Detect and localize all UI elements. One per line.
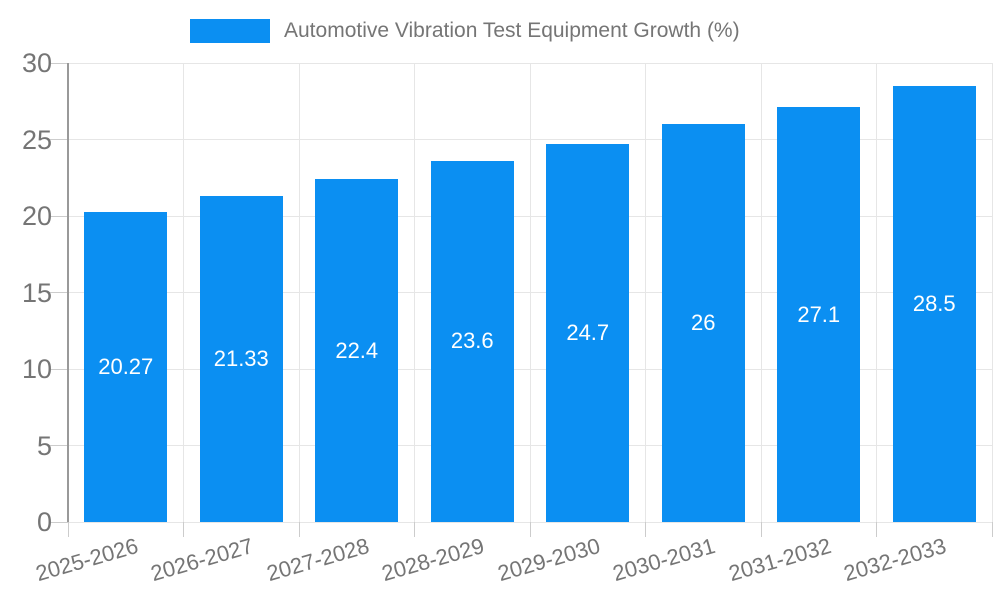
bar[interactable] <box>546 144 630 522</box>
bar-value-label: 27.1 <box>797 301 841 327</box>
x-tick <box>183 522 184 537</box>
y-tick-label: 0 <box>36 507 52 537</box>
y-tick-label: 20 <box>21 201 52 231</box>
bar[interactable] <box>892 85 976 522</box>
gridline-vertical <box>645 63 646 522</box>
x-tick <box>645 522 646 537</box>
x-tick <box>876 522 877 537</box>
bar-value-label: 23.6 <box>450 328 494 354</box>
bar-value-label: 28.5 <box>912 290 956 316</box>
gridline-vertical <box>529 63 531 522</box>
x-tick <box>991 522 993 537</box>
gridline-vertical <box>876 63 877 522</box>
gridline-vertical <box>298 63 300 522</box>
bar-value-label: 22.4 <box>335 337 379 363</box>
y-tick-label: 25 <box>21 124 52 155</box>
gridline-vertical <box>183 63 184 522</box>
bar[interactable] <box>315 179 399 522</box>
bar-value-label: 21.33 <box>213 345 269 371</box>
gridline-vertical <box>991 63 993 522</box>
y-axis-line <box>67 63 69 522</box>
bar[interactable] <box>661 124 745 522</box>
y-tick-label: 30 <box>21 48 52 78</box>
y-tick <box>50 292 68 293</box>
y-tick-label: 5 <box>36 430 52 461</box>
y-tick <box>50 139 68 140</box>
x-tick <box>298 522 300 537</box>
gridline-vertical <box>760 63 762 522</box>
x-tick <box>67 522 69 537</box>
bar-value-label: 24.7 <box>566 320 610 346</box>
y-tick <box>50 62 68 64</box>
bar-value-label: 26 <box>691 310 716 336</box>
y-tick <box>50 445 68 446</box>
y-tick <box>50 368 68 370</box>
bar[interactable] <box>199 195 283 522</box>
bar-value-label: 20.27 <box>98 353 154 379</box>
y-tick <box>50 215 68 217</box>
bar[interactable] <box>777 107 861 522</box>
x-tick <box>760 522 762 537</box>
y-tick-label: 15 <box>21 277 52 308</box>
legend-swatch <box>190 19 270 43</box>
bar[interactable] <box>430 160 514 522</box>
gridline-vertical <box>414 63 415 522</box>
bar[interactable] <box>84 211 168 522</box>
x-tick <box>414 522 415 537</box>
y-tick-label: 10 <box>21 354 52 384</box>
y-tick <box>50 521 68 523</box>
legend-label: Automotive Vibration Test Equipment Grow… <box>284 19 740 42</box>
x-tick <box>529 522 531 537</box>
